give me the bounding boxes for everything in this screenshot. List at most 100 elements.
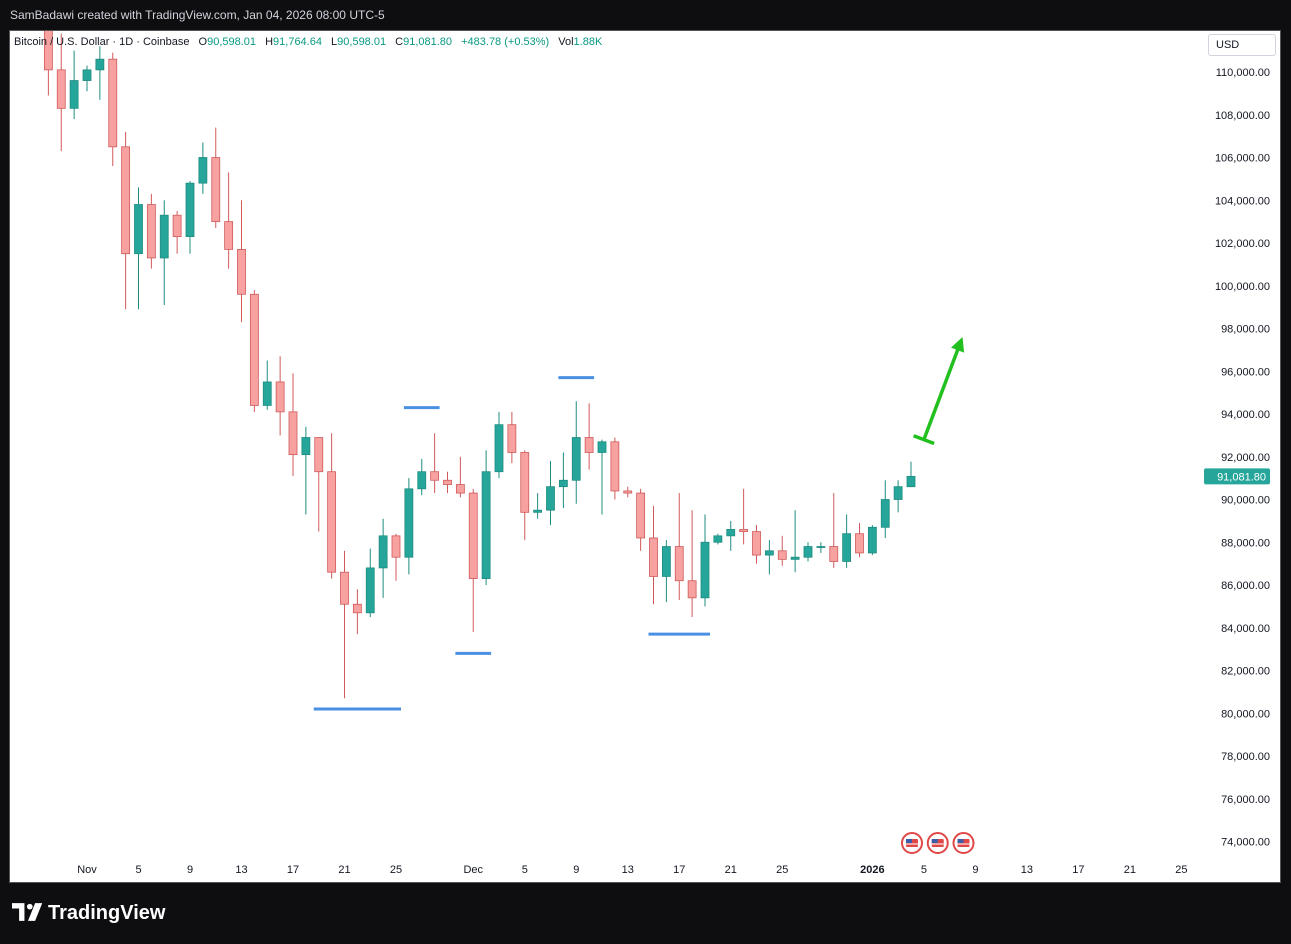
- x-axis-tick-label: 17: [673, 864, 685, 876]
- tradingview-mark-icon: [12, 903, 43, 921]
- candle-body: [713, 535, 723, 543]
- candle-body: [56, 69, 66, 109]
- y-axis-tick-label: 90,000.00: [1221, 495, 1270, 507]
- candle-body: [546, 486, 555, 511]
- x-axis-tick-label: 2026: [860, 864, 884, 876]
- us-flag-canton-icon: [957, 839, 964, 843]
- candle-body: [623, 490, 633, 494]
- us-flag-canton-icon: [906, 839, 912, 843]
- y-axis-tick-label: 94,000.00: [1221, 409, 1270, 421]
- y-axis-tick-label: 88,000.00: [1221, 537, 1270, 549]
- x-axis-tick-label: 9: [573, 864, 579, 876]
- candle-body: [700, 541, 710, 599]
- candle-body: [520, 452, 530, 513]
- y-axis-tick-label: 80,000.00: [1221, 708, 1270, 720]
- candle-body: [340, 571, 349, 605]
- candle-body: [443, 479, 452, 485]
- projection-arrow-tail: [912, 434, 935, 446]
- candle-body: [417, 471, 427, 490]
- close-value: 91,081.80: [403, 36, 453, 48]
- candle-body: [674, 546, 684, 582]
- candle-body: [365, 567, 375, 614]
- candle-body: [185, 182, 195, 237]
- x-axis-tick-label: 13: [235, 864, 247, 876]
- candle-body: [378, 535, 388, 569]
- attribution-text: SamBadawi created with TradingView.com, …: [10, 8, 385, 22]
- candle-body: [211, 157, 221, 223]
- candle-body: [455, 484, 465, 494]
- x-axis-tick-label: 5: [921, 864, 927, 876]
- x-axis-tick-label: 25: [776, 864, 788, 876]
- candle-body: [82, 69, 92, 81]
- candle-body: [494, 424, 504, 473]
- candle-body: [906, 475, 916, 488]
- y-axis-tick-label: 76,000.00: [1221, 794, 1270, 806]
- candle-body: [816, 546, 826, 548]
- volume-value: 1.88K: [573, 36, 603, 48]
- candle-body: [571, 437, 581, 481]
- y-axis-tick-label: 86,000.00: [1221, 580, 1270, 592]
- candle-body: [404, 488, 414, 558]
- candle-body: [430, 471, 440, 481]
- candle-body: [597, 441, 607, 453]
- candle-body: [533, 509, 543, 513]
- candle-body: [262, 381, 272, 406]
- close-label: C: [395, 36, 404, 48]
- x-axis-tick-label: 13: [622, 864, 634, 876]
- candle-body: [352, 603, 362, 614]
- candle-body: [610, 441, 620, 492]
- x-axis-tick-label: 9: [187, 864, 193, 876]
- x-axis-tick-label: 5: [522, 864, 528, 876]
- candle-body: [893, 486, 903, 500]
- candle-body: [752, 531, 761, 556]
- candle-body: [275, 381, 285, 413]
- y-axis-tick-label: 100,000.00: [1215, 281, 1270, 293]
- low-label: L: [331, 36, 338, 48]
- y-axis-tick-label: 78,000.00: [1221, 751, 1270, 763]
- x-axis-tick-label: 25: [1175, 864, 1187, 876]
- y-axis-tick-label: 102,000.00: [1215, 238, 1270, 250]
- candle-body: [867, 526, 877, 554]
- y-axis-tick-label: 74,000.00: [1221, 837, 1270, 849]
- open-label: O: [198, 36, 208, 48]
- last-price-label: 91,081.80: [1217, 471, 1266, 483]
- x-axis-tick-label: 9: [972, 864, 978, 876]
- y-axis-tick-label: 84,000.00: [1221, 623, 1270, 635]
- x-axis-tick-label: 5: [135, 864, 141, 876]
- x-axis-tick-label: 21: [725, 864, 737, 876]
- candle-body: [159, 214, 169, 259]
- currency-selector[interactable]: USD: [1208, 34, 1276, 56]
- candle-body: [146, 204, 156, 259]
- candle-body: [584, 437, 594, 453]
- x-axis-tick-label: Dec: [463, 864, 483, 876]
- candle-body: [507, 424, 517, 453]
- high-value: 91,764.64: [273, 36, 322, 48]
- tradingview-logo[interactable]: TradingView: [12, 902, 165, 925]
- x-axis-tick-label: Nov: [77, 864, 97, 876]
- y-axis-tick-label: 82,000.00: [1221, 666, 1270, 678]
- x-axis-tick-label: 21: [338, 864, 350, 876]
- candle-body: [198, 157, 208, 184]
- candle-body: [764, 550, 774, 556]
- candle-body: [134, 204, 143, 255]
- top-bar: SamBadawi created with TradingView.com, …: [0, 0, 1291, 30]
- candle-body: [777, 550, 787, 560]
- candle-body: [95, 58, 105, 71]
- candle-body: [172, 214, 182, 237]
- candle-body: [121, 146, 131, 255]
- candle-body: [803, 546, 813, 558]
- candle-body: [391, 535, 401, 558]
- candle-body: [687, 580, 697, 599]
- candle-body: [649, 537, 658, 577]
- candle-body: [739, 529, 749, 532]
- candle-body: [301, 437, 311, 456]
- candle-body: [842, 533, 852, 562]
- candle-body: [636, 492, 646, 539]
- symbol-description[interactable]: Bitcoin / U.S. Dollar · 1D · Coinbase: [14, 36, 190, 48]
- candle-body: [726, 529, 736, 537]
- y-axis-tick-label: 96,000.00: [1221, 366, 1270, 378]
- candle-body: [108, 58, 118, 148]
- x-axis-tick-label: 25: [390, 864, 402, 876]
- candle-body: [855, 533, 864, 554]
